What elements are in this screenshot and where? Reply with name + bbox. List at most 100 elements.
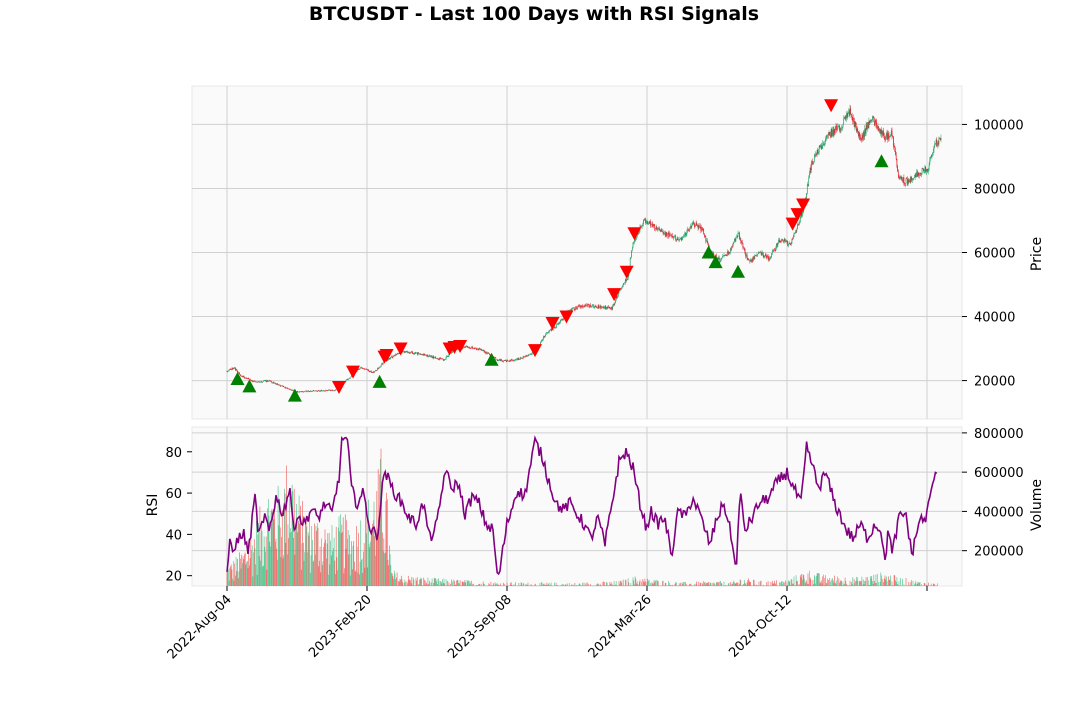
candle-body — [907, 180, 909, 185]
volume-bar — [386, 492, 387, 586]
candle-body — [910, 177, 912, 183]
candle-body — [297, 391, 299, 393]
candle-body — [928, 168, 929, 172]
candle-body — [296, 391, 298, 393]
volume-bar — [387, 559, 389, 586]
volume-bar — [540, 585, 541, 587]
candle-body — [575, 306, 577, 309]
rsi-tick-label: 40 — [165, 528, 182, 543]
sell-signal-marker — [785, 217, 800, 231]
candle-body — [388, 358, 390, 360]
volume-bar — [316, 523, 318, 586]
volume-bar — [277, 559, 278, 586]
candle-body — [415, 352, 417, 354]
candle-body — [655, 228, 656, 230]
volume-bar — [776, 580, 777, 586]
candle-body — [233, 368, 235, 369]
volume-bar — [489, 584, 490, 586]
candle-body — [828, 132, 830, 136]
candle-body — [785, 241, 786, 243]
candle-body — [306, 390, 308, 392]
candle-body — [624, 279, 626, 283]
volume-bar — [354, 571, 356, 586]
candle-body — [232, 368, 234, 370]
volume-bar — [865, 577, 867, 586]
volume-bar — [935, 585, 936, 587]
candle-body — [573, 308, 575, 310]
candle-body — [235, 367, 236, 371]
candle-body — [409, 352, 411, 354]
volume-bar — [316, 530, 317, 586]
candle-body — [674, 235, 676, 237]
volume-bar — [783, 581, 784, 586]
volume-bar — [274, 510, 275, 586]
volume-bar — [231, 569, 233, 586]
candle-body — [465, 346, 467, 348]
candle-body — [724, 254, 726, 256]
volume-bar — [760, 580, 762, 586]
volume-bar — [396, 572, 398, 586]
candle-body — [587, 304, 589, 305]
candle-body — [897, 171, 899, 176]
volume-bar — [408, 579, 410, 586]
candle-body — [517, 358, 519, 360]
candle-body — [841, 128, 842, 130]
volume-bar — [886, 576, 887, 586]
candle-body — [545, 332, 547, 335]
candle-body — [382, 362, 384, 365]
volume-bar — [744, 582, 746, 586]
volume-bar — [669, 583, 670, 586]
volume-bar — [891, 581, 893, 586]
candle-body — [574, 309, 576, 311]
candle-body — [657, 227, 658, 231]
volume-bar — [494, 582, 496, 586]
volume-bar — [797, 581, 798, 586]
candle-body — [775, 248, 777, 251]
volume-bar — [496, 583, 498, 586]
candle-body — [327, 390, 329, 392]
candle-body — [601, 306, 602, 309]
candle-body — [869, 119, 871, 124]
volume-bar — [661, 585, 663, 587]
candle-body — [406, 351, 408, 352]
candle-body — [423, 354, 425, 356]
volume-bar — [333, 537, 335, 586]
volume-bar — [232, 578, 233, 586]
volume-bar — [261, 531, 263, 586]
volume-bar — [584, 585, 586, 587]
volume-bar — [441, 583, 443, 586]
volume-bar — [764, 585, 765, 587]
volume-bar — [711, 585, 712, 587]
volume-bar — [368, 499, 369, 586]
candle-body — [918, 172, 919, 176]
volume-bar — [500, 583, 502, 586]
volume-bar — [230, 564, 232, 586]
candle-body — [907, 178, 908, 185]
volume-bar — [697, 585, 699, 587]
volume-bar — [411, 576, 413, 586]
volume-bar — [363, 543, 365, 586]
candle-body — [874, 121, 875, 126]
candle-body — [883, 135, 885, 140]
candle-body — [302, 391, 304, 393]
candle-body — [314, 390, 316, 392]
volume-bar — [752, 585, 754, 587]
candle-body — [445, 356, 447, 360]
volume-bar — [674, 583, 676, 586]
volume-bar — [561, 584, 562, 586]
volume-bar — [793, 576, 795, 586]
candle-body — [526, 355, 528, 357]
volume-bar — [237, 578, 239, 586]
candle-body — [935, 140, 937, 144]
volume-bar — [513, 584, 515, 586]
volume-bar — [335, 526, 337, 586]
candle-body — [662, 231, 663, 232]
volume-bar — [326, 543, 328, 586]
candle-body — [656, 227, 658, 231]
candle-body — [554, 326, 555, 329]
candle-body — [244, 377, 245, 379]
candle-body — [557, 323, 559, 325]
candle-body — [442, 359, 444, 361]
candle-body — [772, 250, 774, 252]
candle-body — [933, 145, 935, 150]
